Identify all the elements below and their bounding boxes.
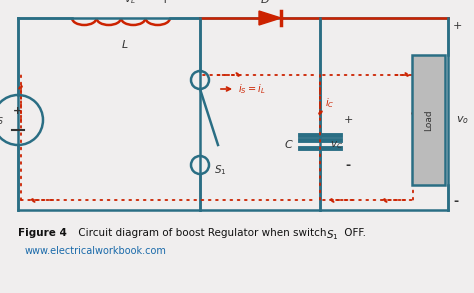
Text: +: + — [453, 21, 462, 31]
Text: Circuit diagram of boost Regulator when switch: Circuit diagram of boost Regulator when … — [75, 228, 330, 238]
Text: www.electricalworkbook.com: www.electricalworkbook.com — [25, 246, 167, 256]
Text: L: L — [122, 40, 128, 50]
Text: -: - — [453, 195, 458, 209]
Text: $v_C$: $v_C$ — [330, 139, 343, 151]
Text: $i_S = i_L$: $i_S = i_L$ — [238, 82, 265, 96]
Text: $v_L$: $v_L$ — [124, 0, 136, 6]
Text: +: + — [343, 115, 353, 125]
Text: C: C — [284, 140, 292, 150]
Text: +: + — [160, 0, 170, 6]
Text: $i_C$: $i_C$ — [325, 96, 334, 110]
Text: Figure 4: Figure 4 — [18, 228, 67, 238]
Text: $S_1$: $S_1$ — [214, 163, 227, 177]
Text: OFF.: OFF. — [341, 228, 366, 238]
Text: -: - — [346, 159, 351, 171]
Text: $v_o$: $v_o$ — [456, 114, 469, 126]
Polygon shape — [259, 11, 281, 25]
Text: $V_S$: $V_S$ — [0, 113, 4, 127]
Bar — [412, 55, 445, 185]
Text: $S_1$: $S_1$ — [326, 228, 338, 242]
Text: D: D — [261, 0, 269, 5]
Text: +: + — [13, 106, 23, 116]
Text: $i_o$: $i_o$ — [417, 96, 426, 110]
Text: -: - — [87, 0, 93, 6]
Text: Load: Load — [424, 109, 433, 131]
